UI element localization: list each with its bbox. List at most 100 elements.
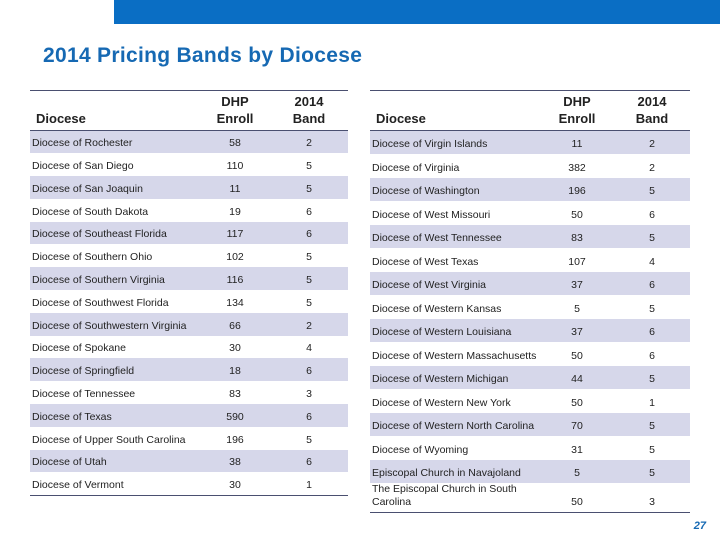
table-row: Diocese of Western Michigan 44 5 — [370, 365, 690, 389]
table-row: Diocese of Utah 38 6 — [30, 449, 348, 473]
pricing-band: 6 — [306, 365, 312, 378]
table-row: Diocese of Vermont 30 1 — [30, 472, 348, 496]
pricing-band: 2 — [306, 137, 312, 150]
table-row: Diocese of Southern Ohio 102 5 — [30, 244, 348, 267]
table-row: Diocese of Southeast Florida 117 6 — [30, 221, 348, 245]
pricing-band: 3 — [649, 496, 655, 508]
dhp-enroll: 30 — [229, 342, 241, 355]
table-row: Diocese of Western North Carolina 70 5 — [370, 412, 690, 436]
dhp-enroll: 19 — [229, 205, 241, 218]
header-diocese: Diocese — [36, 111, 86, 126]
dhp-enroll: 50 — [571, 396, 583, 409]
pricing-band: 5 — [649, 373, 655, 385]
dhp-enroll: 590 — [226, 410, 244, 423]
diocese-name: Diocese of San Joaquin — [32, 182, 143, 195]
table-row: Diocese of Virginia 382 2 — [370, 154, 690, 178]
pricing-band: 6 — [649, 208, 655, 221]
table-row: Diocese of Southwest Florida 134 5 — [30, 290, 348, 313]
pricing-band: 6 — [306, 410, 312, 423]
dhp-enroll: 58 — [229, 137, 241, 150]
diocese-name: Diocese of Western Massachusetts — [372, 349, 537, 362]
diocese-name: Diocese of Virginia — [372, 161, 460, 174]
header-diocese: Diocese — [376, 111, 426, 126]
table-row: Diocese of Southern Virginia 116 5 — [30, 267, 348, 291]
dhp-enroll: 44 — [571, 373, 583, 385]
diocese-name: Diocese of Vermont — [32, 478, 124, 491]
dhp-enroll: 196 — [226, 433, 244, 446]
pricing-band: 1 — [306, 478, 312, 491]
diocese-name: Diocese of Springfield — [32, 365, 135, 378]
diocese-name: Diocese of Texas — [32, 410, 112, 423]
dhp-enroll: 50 — [571, 496, 583, 508]
diocese-name: Diocese of Rochester — [32, 137, 133, 150]
diocese-name: Diocese of Southeast Florida — [32, 228, 167, 241]
pricing-band: 5 — [649, 467, 655, 479]
table-row: Diocese of West Texas 107 4 — [370, 248, 690, 272]
table-row: Diocese of San Diego 110 5 — [30, 153, 348, 176]
page-title: 2014 Pricing Bands by Diocese — [43, 44, 363, 67]
dhp-enroll: 110 — [226, 160, 244, 173]
dhp-enroll: 50 — [571, 208, 583, 221]
pricing-band: 5 — [649, 185, 655, 197]
pricing-band: 1 — [649, 396, 655, 409]
header-band: 2014 Band — [635, 94, 669, 126]
dhp-enroll: 83 — [229, 388, 241, 401]
dhp-enroll: 11 — [571, 138, 583, 150]
pricing-band: 6 — [649, 349, 655, 362]
pricing-band: 5 — [306, 251, 312, 264]
pricing-table-right: Diocese DHP Enroll 2014 Band Diocese of Vi… — [370, 90, 690, 513]
header-band: 2014 Band — [292, 94, 326, 126]
table-row: Diocese of Wyoming 31 5 — [370, 436, 690, 460]
table-row: Diocese of Western Massachusetts 50 6 — [370, 342, 690, 366]
diocese-name: Diocese of Tennessee — [32, 388, 136, 401]
diocese-name: Diocese of Southwestern Virginia — [32, 319, 187, 332]
table-row: Diocese of Tennessee 83 3 — [30, 381, 348, 404]
table-row: Diocese of Rochester 58 2 — [30, 130, 348, 154]
diocese-name: Diocese of Western Michigan — [372, 373, 509, 385]
pricing-band: 5 — [306, 433, 312, 446]
dhp-enroll: 116 — [226, 274, 244, 287]
diocese-name: Diocese of Southern Ohio — [32, 251, 153, 264]
diocese-name: Diocese of Utah — [32, 456, 107, 469]
pricing-band: 5 — [649, 302, 655, 315]
table-row: Diocese of Southwestern Virginia 66 2 — [30, 312, 348, 336]
pricing-band: 4 — [306, 342, 312, 355]
pricing-band: 6 — [306, 228, 312, 241]
table-row: Diocese of Spokane 30 4 — [30, 336, 348, 359]
dhp-enroll: 66 — [229, 319, 241, 332]
table-row: Diocese of Western Louisiana 37 6 — [370, 318, 690, 342]
diocese-name: Diocese of Western New York — [372, 396, 511, 409]
dhp-enroll: 50 — [571, 349, 583, 362]
diocese-name: Diocese of Western Kansas — [372, 302, 502, 315]
diocese-name: Diocese of Upper South Carolina — [32, 433, 186, 446]
pricing-band: 5 — [306, 296, 312, 309]
header-enroll: DHP Enroll — [216, 94, 254, 126]
diocese-name: Diocese of Southwest Florida — [32, 296, 169, 309]
diocese-name: Diocese of Wyoming — [372, 443, 469, 456]
pricing-band: 4 — [649, 255, 655, 268]
table-header: Diocese DHP Enroll 2014 Band — [30, 90, 348, 131]
diocese-name: Diocese of West Virginia — [372, 279, 486, 291]
dhp-enroll: 5 — [574, 467, 580, 479]
table-row: Diocese of Virgin Islands 11 2 — [370, 130, 690, 154]
dhp-enroll: 382 — [568, 161, 586, 174]
dhp-enroll: 117 — [226, 228, 244, 241]
diocese-name: Diocese of South Dakota — [32, 205, 149, 218]
table-row: Diocese of Texas 590 6 — [30, 404, 348, 427]
table-row: Diocese of Western Kansas 5 5 — [370, 295, 690, 319]
table-row: Episcopal Church in Navajoland 5 5 — [370, 459, 690, 483]
pricing-band: 2 — [649, 138, 655, 150]
table-row: Diocese of West Missouri 50 6 — [370, 201, 690, 225]
pricing-band: 3 — [306, 388, 312, 401]
pricing-band: 5 — [306, 160, 312, 173]
table-row: Diocese of West Tennessee 83 5 — [370, 224, 690, 248]
diocese-name: Diocese of Southern Virginia — [32, 274, 165, 287]
dhp-enroll: 38 — [229, 456, 241, 469]
pricing-band: 5 — [306, 182, 312, 195]
dhp-enroll: 102 — [226, 251, 244, 264]
table-row: Diocese of San Joaquin 11 5 — [30, 176, 348, 199]
pricing-band: 2 — [306, 319, 312, 332]
dhp-enroll: 31 — [571, 443, 583, 456]
diocese-name: Diocese of Spokane — [32, 342, 126, 355]
dhp-enroll: 30 — [229, 478, 241, 491]
